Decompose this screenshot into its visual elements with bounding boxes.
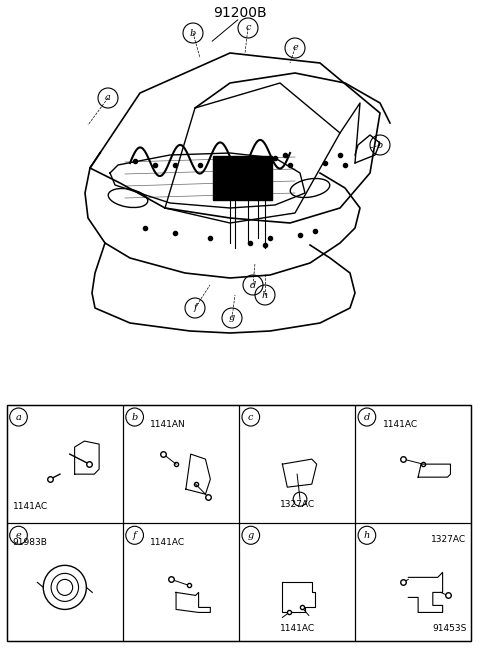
FancyBboxPatch shape	[213, 156, 272, 200]
Text: d: d	[364, 413, 370, 422]
Text: a: a	[15, 413, 22, 422]
Text: h: h	[364, 531, 370, 540]
Text: d: d	[250, 281, 256, 289]
Text: a: a	[105, 94, 111, 103]
Text: e: e	[16, 531, 22, 540]
Text: 1141AC: 1141AC	[12, 502, 48, 511]
Text: 91453S: 91453S	[432, 625, 467, 634]
Text: g: g	[229, 313, 235, 322]
Text: 1327AC: 1327AC	[279, 500, 315, 509]
Text: f: f	[133, 531, 136, 540]
Text: b: b	[190, 29, 196, 38]
Text: c: c	[245, 23, 251, 32]
Text: 1141AN: 1141AN	[150, 420, 186, 429]
Bar	[355, 405, 471, 523]
Text: g: g	[248, 531, 254, 540]
Text: 1141AC: 1141AC	[383, 420, 418, 429]
Text: 91200B: 91200B	[213, 6, 267, 20]
Bar	[7, 523, 123, 642]
Text: e: e	[292, 44, 298, 53]
Bar	[123, 405, 239, 523]
Text: b: b	[377, 140, 383, 150]
Text: b: b	[132, 413, 138, 422]
Bar	[355, 523, 471, 642]
Bar	[239, 523, 355, 642]
Text: f: f	[193, 304, 197, 313]
Text: 91983B: 91983B	[12, 538, 48, 547]
Text: h: h	[262, 291, 268, 300]
Text: 1141AC: 1141AC	[279, 625, 315, 634]
Text: 1141AC: 1141AC	[150, 538, 185, 547]
Bar	[7, 405, 123, 523]
Bar	[239, 405, 355, 523]
Bar	[123, 523, 239, 642]
Text: 1327AC: 1327AC	[431, 536, 467, 544]
Text: c: c	[248, 413, 253, 422]
